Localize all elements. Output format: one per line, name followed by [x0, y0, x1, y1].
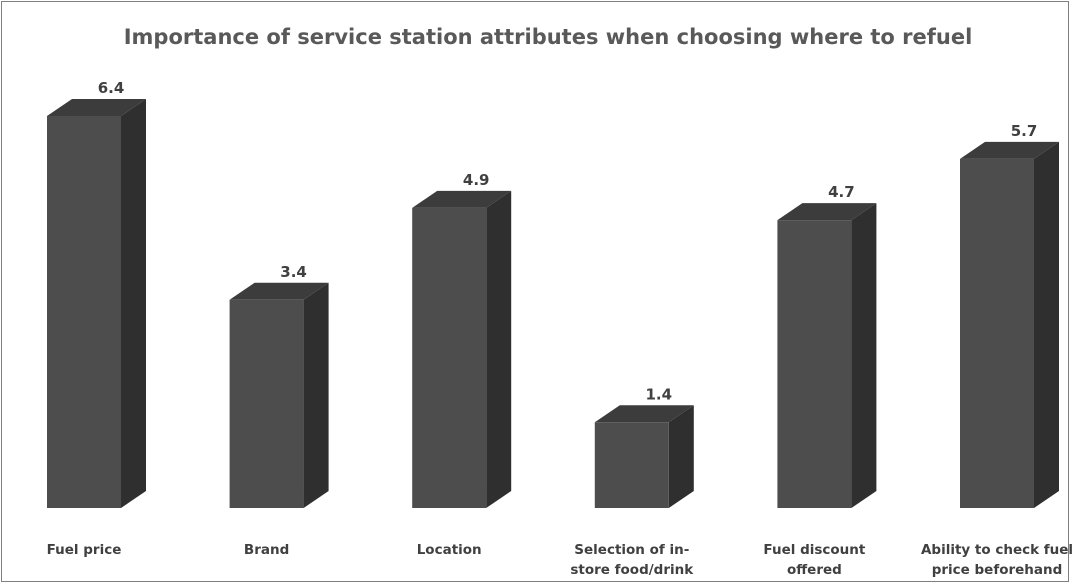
- bar-side-face: [668, 405, 694, 508]
- bar-front-face: [412, 207, 487, 508]
- data-label-6: 5.7: [1011, 122, 1038, 140]
- data-label-5: 4.7: [828, 183, 855, 201]
- bar-side-face: [1034, 141, 1059, 508]
- bar-front-face: [960, 158, 1034, 508]
- chart-title: Importance of service station attributes…: [124, 25, 973, 49]
- bar-side-face: [851, 203, 877, 508]
- bar-6: [960, 141, 1059, 508]
- bar-top-face: [47, 99, 146, 116]
- category-label-6: Ability to check fuel price beforehand: [921, 542, 1072, 578]
- data-label-1: 6.4: [98, 79, 125, 97]
- category-label-1: Fuel price: [47, 542, 122, 558]
- bar-1: [47, 99, 146, 508]
- bar-5: [777, 203, 877, 508]
- data-label-3: 4.9: [463, 171, 490, 189]
- bar-top-face: [960, 141, 1059, 159]
- bar-side-face: [121, 99, 146, 508]
- bar-top-face: [229, 282, 329, 300]
- bar-front-face: [594, 422, 669, 508]
- bar-front-face: [229, 299, 304, 508]
- bar-top-face: [412, 190, 512, 208]
- category-label-4: Selection of in-store food/drink: [570, 542, 694, 578]
- category-label-2: Brand: [244, 542, 289, 558]
- bar-side-face: [486, 190, 512, 508]
- data-label-2: 3.4: [280, 263, 307, 281]
- category-label-5: Fuel discount offered: [763, 542, 865, 578]
- category-labels-layer: Fuel price Brand Location Selection of in-s…: [47, 542, 1072, 578]
- bar-2: [229, 282, 329, 508]
- bar-side-face: [303, 282, 329, 508]
- value-labels-layer: 6.4 3.4 4.9 1.4 4.7 5.7: [98, 79, 1038, 403]
- bars-layer: [47, 99, 1059, 508]
- bar-front-face: [47, 116, 121, 508]
- bar-top-face: [777, 203, 877, 221]
- bar-top-face: [594, 405, 694, 423]
- category-label-3: Location: [417, 542, 482, 558]
- bar-front-face: [777, 220, 852, 508]
- data-label-4: 1.4: [646, 385, 673, 403]
- bar-3: [412, 190, 512, 508]
- bar-4: [594, 405, 694, 508]
